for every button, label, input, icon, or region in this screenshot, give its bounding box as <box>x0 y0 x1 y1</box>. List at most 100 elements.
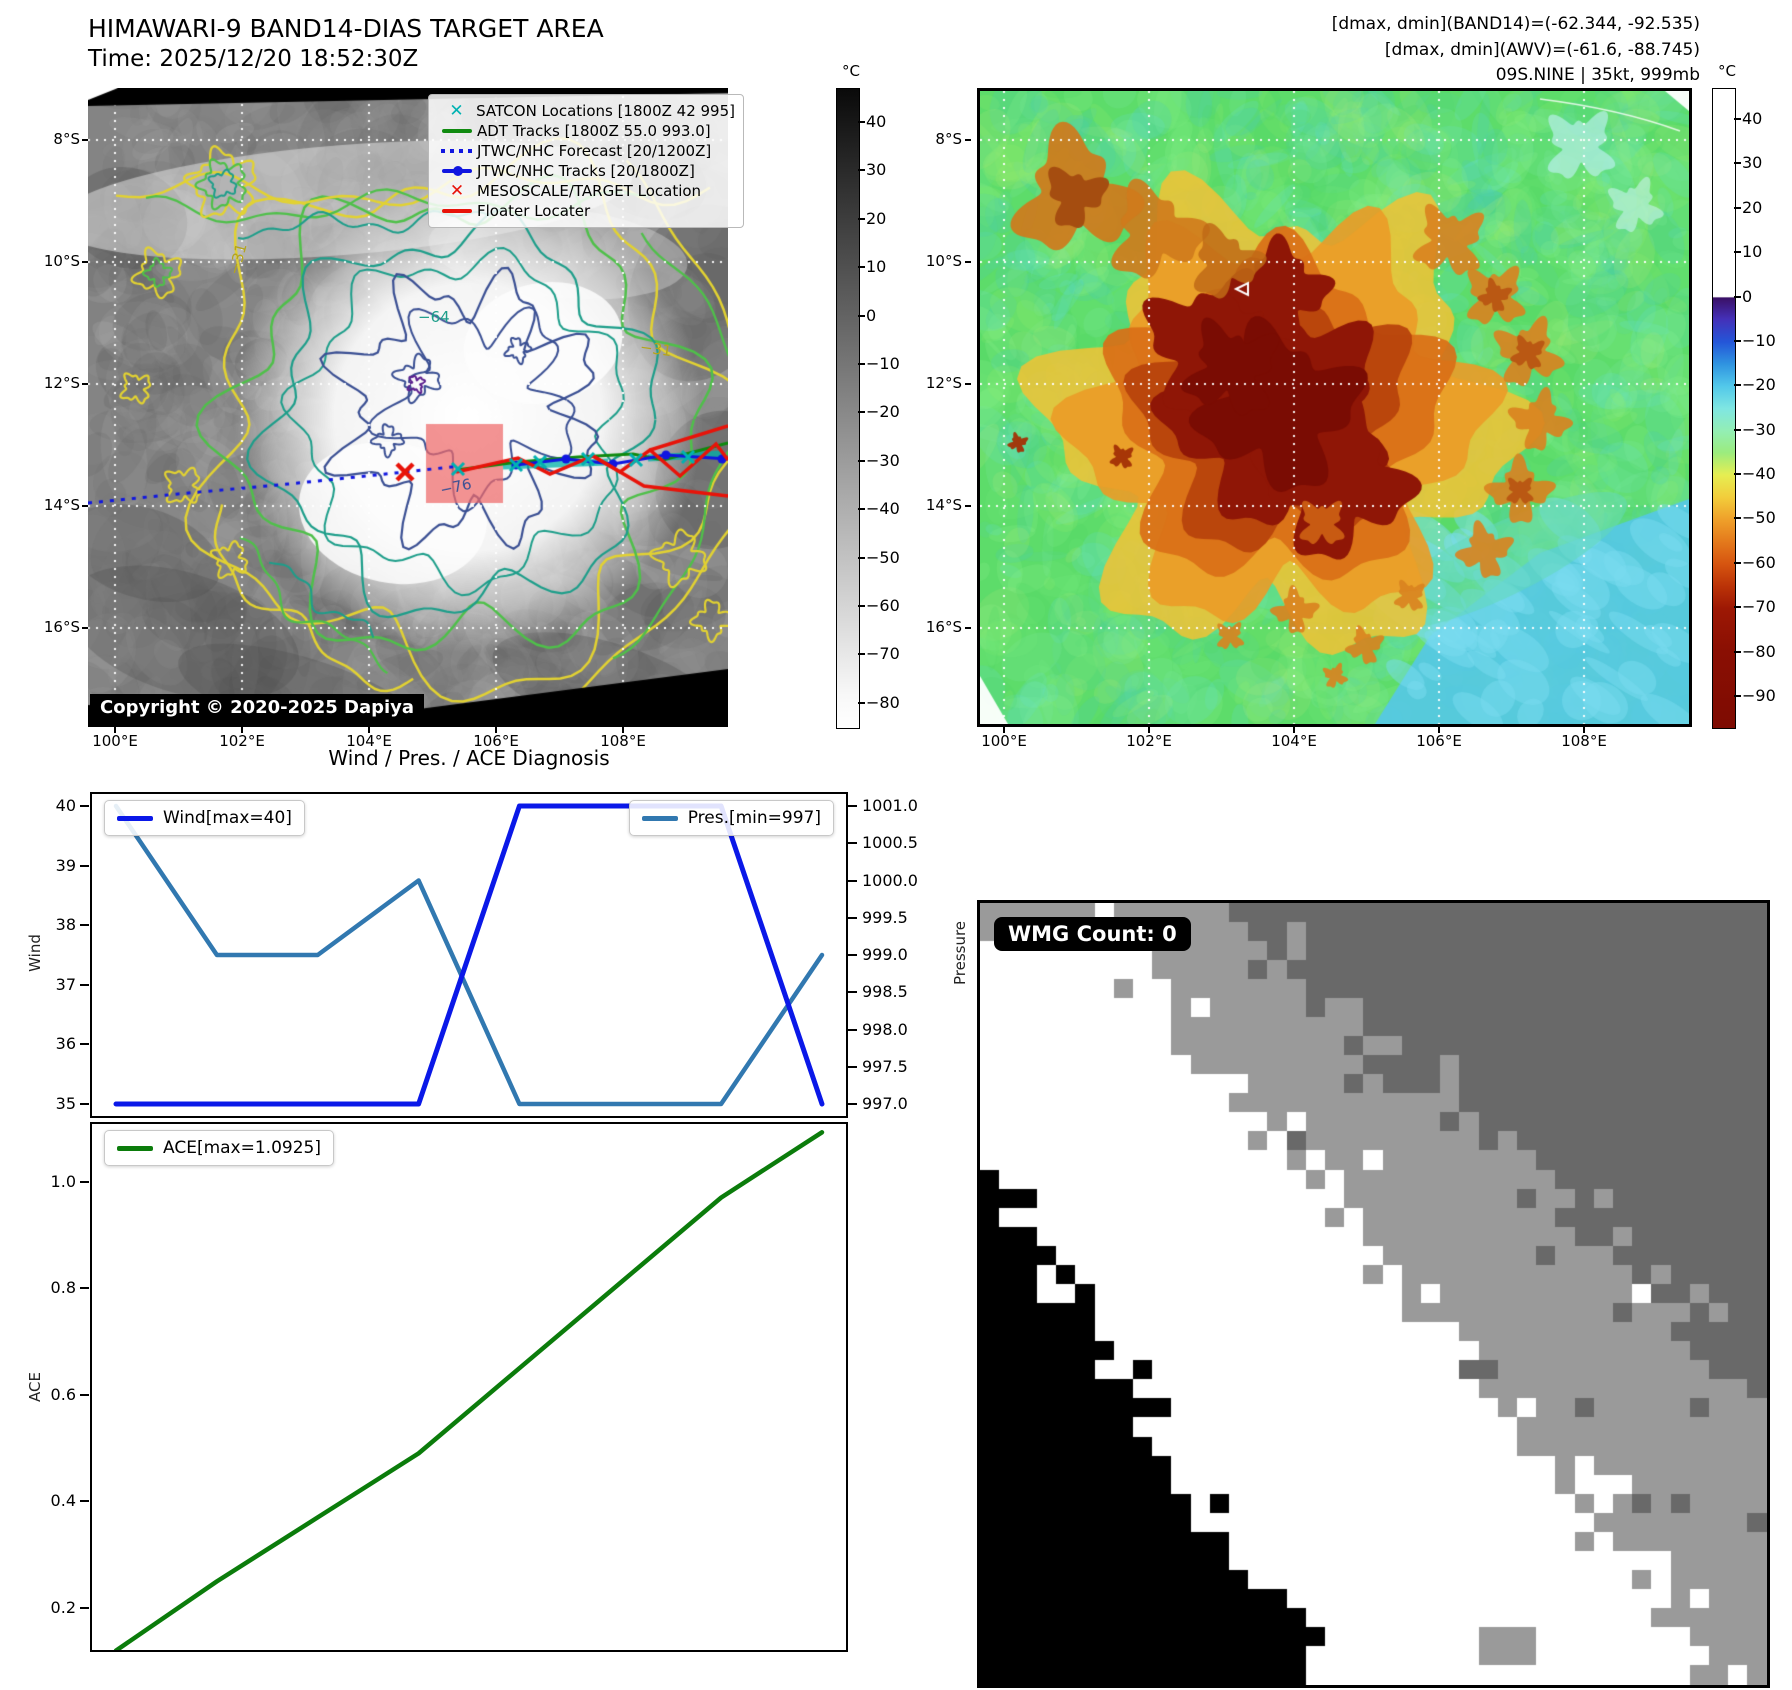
copyright-badge: Copyright © 2020-2025 Dapiya <box>90 694 425 721</box>
pressure-tick-mark <box>848 805 857 807</box>
colorbar-tick-label: 30 <box>866 160 887 180</box>
lon-tick-label: 102°E <box>1126 732 1172 750</box>
lat-tick-label: 8°S <box>935 130 962 148</box>
colorbar-tick-mark <box>1734 650 1741 653</box>
colorbar-tick-label: 40 <box>866 111 887 131</box>
legend-row-jtwc-tracks: JTWC/NHC Tracks [20/1800Z] <box>437 161 735 181</box>
floater-line-icon <box>442 209 472 213</box>
wind-axis-label: Wind <box>25 934 44 972</box>
legend-row-forecast: JTWC/NHC Forecast [20/1200Z] <box>437 141 735 161</box>
colorbar-tick-mark <box>858 362 865 365</box>
pressure-tick-label: 997.0 <box>862 1094 908 1113</box>
wind-tick-mark <box>80 1043 89 1046</box>
wmg-grid-canvas <box>980 903 1767 1685</box>
colorbar-tick-mark <box>858 411 865 414</box>
colorbar-tick-label: −60 <box>1742 552 1776 572</box>
lat-tick-label: 12°S <box>925 374 962 392</box>
colorbar-tick-label: 10 <box>866 257 887 277</box>
ace-tick-mark <box>80 1180 89 1183</box>
ace-tick-mark <box>80 1500 89 1503</box>
lat-tick-mark <box>965 139 971 141</box>
wind-legend-label: Wind[max=40] <box>163 808 292 828</box>
legend-row-floater: Floater Locater <box>437 201 735 221</box>
storm-stats-block: [dmax, dmin](BAND14)=(-62.344, -92.535) … <box>1100 12 1700 89</box>
lon-tick-mark <box>1148 727 1150 733</box>
storm-id-intensity: 09S.NINE | 35kt, 999mb <box>1495 65 1700 85</box>
lon-tick-label: 102°E <box>219 732 265 750</box>
colorbar-tick-mark <box>858 653 865 656</box>
legend-row-mesoscale: ✕ MESOSCALE/TARGET Location <box>437 181 735 201</box>
wind-pressure-plot <box>113 803 825 1107</box>
ace-tick-label: 0.4 <box>50 1491 76 1511</box>
colorbar-tick-mark <box>1734 384 1741 387</box>
timestamp: Time: 2025/12/20 18:52:30Z <box>88 46 419 72</box>
colorbar-tick-mark <box>1734 339 1741 342</box>
colorbar-tick-label: 40 <box>1742 109 1763 129</box>
pressure-axis-label: Pressure <box>951 920 970 986</box>
band14-map-panel: ✕ SATCON Locations [1800Z 42 995] ADT Tr… <box>88 88 744 727</box>
lat-tick-label: 10°S <box>925 252 962 270</box>
colorbar-tick-label: −50 <box>1742 508 1776 528</box>
lat-tick-label: 10°S <box>43 252 80 270</box>
colorbar-tick-label: −70 <box>866 644 900 664</box>
series-line <box>113 803 825 1107</box>
colorbar-tick-mark <box>1734 162 1741 165</box>
awv-ir-map-panel <box>977 88 1692 727</box>
lon-tick-label: 108°E <box>1561 732 1607 750</box>
colorbar-tick-label: 0 <box>866 305 877 325</box>
mesoscale-x-icon: ✕ <box>449 181 465 201</box>
colorbar-tick-label: 20 <box>866 208 887 228</box>
colorbar-tick-mark <box>858 701 865 704</box>
lon-tick-mark <box>114 727 116 733</box>
track-dot-icon <box>453 166 463 176</box>
colorbar-tick-label: −80 <box>1742 641 1776 661</box>
wmg-count-badge: WMG Count: 0 <box>994 917 1191 951</box>
wind-line-swatch-icon <box>117 815 153 821</box>
lon-tick-mark <box>241 727 243 733</box>
pressure-tick-mark <box>848 842 857 845</box>
colorbar-tick-mark <box>858 508 865 511</box>
ace-tick-mark <box>80 1287 89 1290</box>
lon-tick-label: 108°E <box>600 732 646 750</box>
pressure-tick-label: 1001.0 <box>862 796 918 815</box>
diagnosis-title: Wind / Pres. / ACE Diagnosis <box>328 746 610 770</box>
lon-tick-mark <box>1293 727 1295 733</box>
track-line-dot-icon <box>442 166 472 176</box>
lat-tick-mark <box>82 627 88 629</box>
ace-line-swatch-icon <box>117 1145 153 1151</box>
colorbar-tick-mark <box>858 217 865 220</box>
ace-tick-label: 0.2 <box>50 1598 76 1617</box>
ir-colorbar <box>1712 88 1736 729</box>
wind-tick-label: 38 <box>55 915 76 935</box>
satcon-x-icon: ✕ <box>449 101 464 121</box>
colorbar-tick-label: −90 <box>1742 685 1776 705</box>
colorbar-tick-label: −20 <box>866 402 900 422</box>
legend-row-adt: ADT Tracks [1800Z 55.0 993.0] <box>437 121 735 141</box>
pressure-line-swatch-icon <box>641 815 678 821</box>
colorbar-tick-mark <box>1734 428 1741 431</box>
ace-tick-label: 1.0 <box>50 1171 76 1191</box>
series-line <box>113 1130 825 1653</box>
wind-tick-label: 40 <box>55 796 76 815</box>
pressure-tick-mark <box>848 954 857 956</box>
lon-tick-label: 106°E <box>1416 732 1462 750</box>
lon-tick-mark <box>368 727 370 733</box>
lat-tick-label: 8°S <box>53 130 80 148</box>
lon-tick-label: 106°E <box>473 732 519 750</box>
dmax-band14: [dmax, dmin](BAND14)=(-62.344, -92.535) <box>1331 14 1700 34</box>
colorbar-tick-label: 10 <box>1742 242 1763 262</box>
colorbar-tick-mark <box>1734 517 1741 520</box>
wind-tick-label: 39 <box>55 855 76 875</box>
wind-tick-label: 35 <box>55 1094 76 1113</box>
lat-tick-label: 12°S <box>43 374 80 392</box>
ace-tick-label: 0.8 <box>50 1278 76 1298</box>
pressure-tick-label: 999.5 <box>862 907 908 927</box>
lat-tick-mark <box>965 627 971 629</box>
wind-tick-mark <box>80 805 89 807</box>
colorbar-tick-label: −30 <box>1742 419 1776 439</box>
wind-tick-label: 36 <box>55 1034 76 1054</box>
colorbar-tick-mark <box>858 120 865 123</box>
adt-line-icon <box>442 129 472 133</box>
colorbar-tick-label: −50 <box>866 547 900 567</box>
wind-legend: Wind[max=40] <box>104 800 305 836</box>
